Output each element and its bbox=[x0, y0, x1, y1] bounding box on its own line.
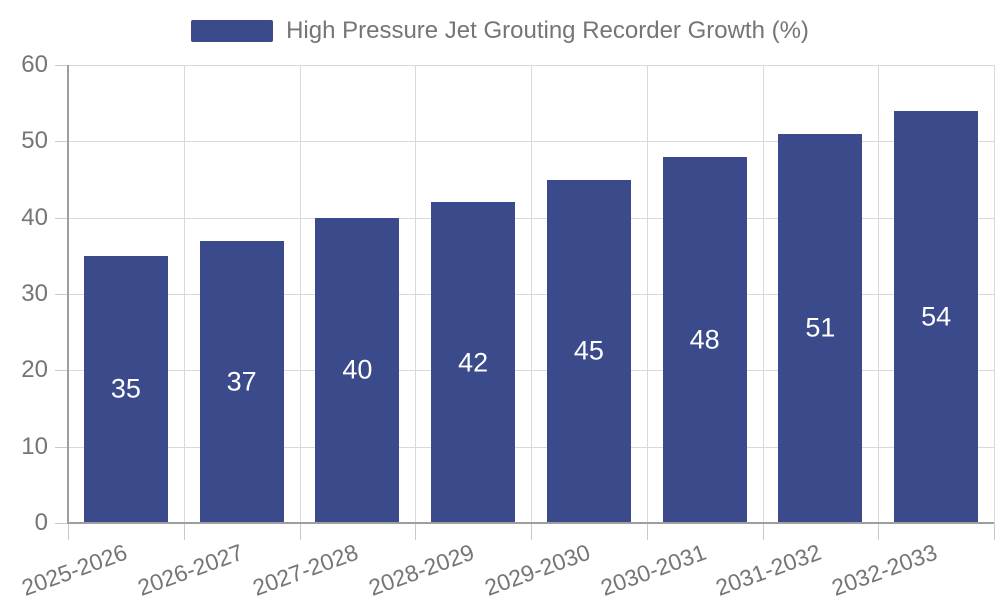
bar-value-label: 42 bbox=[458, 347, 489, 378]
x-axis-tick bbox=[299, 523, 301, 540]
bar[interactable]: 35 bbox=[83, 255, 168, 523]
y-axis-tick-label: 30 bbox=[21, 280, 48, 307]
gridline-vertical bbox=[762, 65, 764, 523]
x-axis-line bbox=[67, 522, 994, 524]
bar[interactable]: 51 bbox=[778, 133, 863, 523]
bar[interactable]: 42 bbox=[431, 202, 516, 523]
bar[interactable]: 37 bbox=[199, 240, 284, 523]
x-axis-tick-label: 2028-2029 bbox=[365, 538, 478, 600]
x-axis-tick bbox=[183, 523, 185, 540]
bar[interactable]: 48 bbox=[662, 156, 747, 523]
bar-value-label: 54 bbox=[921, 301, 952, 332]
bar-value-label: 37 bbox=[226, 366, 257, 397]
x-axis-tick-label: 2026-2027 bbox=[133, 538, 247, 600]
bar-value-label: 51 bbox=[805, 312, 836, 343]
y-axis-tick bbox=[55, 446, 68, 448]
x-axis-tick bbox=[531, 523, 532, 540]
bar[interactable]: 54 bbox=[894, 110, 979, 523]
gridline-vertical bbox=[531, 65, 532, 523]
gridline-vertical bbox=[994, 65, 995, 523]
gridline-vertical bbox=[415, 65, 417, 523]
y-axis-tick-label: 40 bbox=[21, 203, 48, 231]
bar-value-label: 45 bbox=[573, 335, 604, 366]
bar-value-label: 40 bbox=[342, 354, 373, 385]
y-axis-tick bbox=[55, 523, 68, 524]
y-axis-tick bbox=[55, 370, 68, 372]
gridline-vertical bbox=[646, 65, 648, 523]
legend-label: High Pressure Jet Grouting Recorder Grow… bbox=[286, 17, 809, 44]
y-axis-tick-label: 20 bbox=[21, 356, 48, 384]
x-axis-tick-label: 2031-2032 bbox=[712, 538, 825, 600]
plot-area: 35 37 40 42 45 48 51 54 bbox=[67, 65, 995, 524]
bar[interactable]: 45 bbox=[546, 179, 631, 523]
gridline-vertical bbox=[878, 65, 880, 523]
y-axis-tick-label: 0 bbox=[34, 509, 48, 536]
x-axis-tick bbox=[994, 523, 995, 540]
x-axis-tick-label: 2029-2030 bbox=[481, 538, 594, 600]
gridline-vertical bbox=[299, 65, 301, 523]
x-axis-tick-label: 2027-2028 bbox=[249, 538, 362, 600]
legend-swatch bbox=[191, 20, 274, 42]
x-axis-tick-label: 2032-2033 bbox=[828, 538, 941, 600]
y-axis-tick bbox=[55, 141, 68, 143]
y-axis-tick bbox=[55, 65, 68, 66]
y-axis-tick-label: 10 bbox=[21, 432, 48, 460]
gridline-vertical bbox=[183, 65, 185, 523]
x-axis-tick bbox=[68, 523, 69, 540]
bar-value-label: 35 bbox=[110, 373, 141, 404]
y-axis-line bbox=[67, 65, 69, 523]
legend[interactable]: High Pressure Jet Grouting Recorder Grow… bbox=[0, 17, 1000, 45]
x-axis-tick-label: 2030-2031 bbox=[596, 538, 710, 600]
x-axis-tick bbox=[646, 523, 648, 540]
x-axis-tick bbox=[878, 523, 880, 540]
y-axis-tick bbox=[55, 217, 68, 219]
y-axis-tick bbox=[55, 294, 68, 295]
x-axis-tick bbox=[415, 523, 417, 540]
bar[interactable]: 40 bbox=[315, 217, 400, 523]
x-axis-tick-label: 2025-2026 bbox=[18, 538, 131, 600]
x-axis-tick bbox=[762, 523, 764, 540]
y-axis-tick-label: 60 bbox=[21, 51, 48, 78]
bar-value-label: 48 bbox=[689, 324, 720, 355]
y-axis-tick-label: 50 bbox=[21, 127, 48, 155]
